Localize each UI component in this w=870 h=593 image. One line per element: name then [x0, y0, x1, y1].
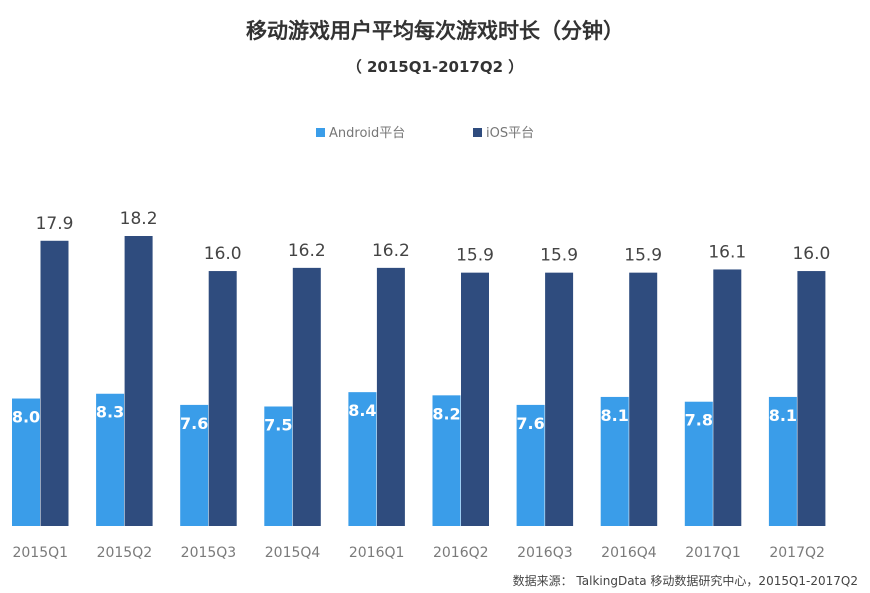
- value-label-android-2017Q1: 7.8: [685, 411, 713, 430]
- bar-android-2017Q1: [684, 401, 713, 526]
- legend-label-android: Android平台: [329, 126, 405, 141]
- bar-android-2015Q2: [96, 393, 125, 526]
- x-axis-ticks: 2015Q1 2015Q2 2015Q3 2015Q4 2016Q1 2016Q2 2016…: [12, 545, 824, 561]
- x-tick-2015Q2: 2015Q2: [97, 545, 153, 561]
- legend-swatch-android: [316, 128, 325, 137]
- bar-ios-2015Q2: [124, 236, 153, 526]
- x-tick-2015Q3: 2015Q3: [181, 545, 237, 561]
- bar-ios-2017Q1: [713, 269, 742, 526]
- value-label-ios-2016Q1: 16.2: [372, 241, 410, 261]
- value-label-android-2015Q1: 8.0: [12, 408, 40, 427]
- bar-ios-2016Q2: [461, 272, 489, 526]
- value-label-ios-2017Q1: 16.1: [708, 242, 746, 262]
- legend: Android平台 iOS平台: [316, 126, 534, 141]
- value-label-ios-2017Q2: 16.0: [792, 244, 830, 264]
- bar-android-2016Q3: [516, 404, 545, 526]
- value-label-ios-2016Q2: 15.9: [456, 246, 494, 266]
- bars-group: [12, 236, 826, 526]
- x-tick-2016Q1: 2016Q1: [349, 545, 405, 561]
- bar-ios-2016Q3: [545, 272, 574, 526]
- value-label-ios-2016Q4: 15.9: [624, 246, 662, 266]
- bar-ios-2016Q1: [376, 267, 405, 526]
- x-tick-2016Q2: 2016Q2: [433, 545, 489, 561]
- legend-label-ios: iOS平台: [486, 126, 534, 141]
- bar-ios-2015Q1: [40, 240, 69, 526]
- bar-android-2016Q2: [432, 395, 461, 526]
- value-label-android-2016Q4: 8.1: [601, 406, 629, 425]
- x-tick-2017Q2: 2017Q2: [769, 545, 825, 561]
- bar-ios-2016Q4: [629, 272, 658, 526]
- bar-android-2015Q1: [12, 398, 40, 526]
- value-label-android-2016Q1: 8.4: [348, 401, 376, 420]
- value-labels-group: 8.0 17.9 8.3 18.2 7.6 16.0 7.5 16.2 8.4 16.2 8.2 15…: [12, 209, 831, 434]
- bar-android-2015Q4: [264, 406, 293, 526]
- x-tick-2016Q4: 2016Q4: [601, 545, 657, 561]
- x-tick-2015Q4: 2015Q4: [265, 545, 321, 561]
- x-tick-2015Q1: 2015Q1: [12, 545, 68, 561]
- value-label-ios-2015Q1: 17.9: [36, 214, 74, 234]
- value-label-android-2017Q2: 8.1: [769, 406, 797, 425]
- source-note: 数据来源： TalkingData 移动数据研究中心，2015Q1-2017Q2: [513, 573, 858, 588]
- bar-ios-2017Q2: [797, 271, 826, 526]
- bar-android-2016Q1: [348, 392, 377, 526]
- value-label-android-2015Q4: 7.5: [264, 415, 292, 434]
- bar-android-2016Q4: [600, 396, 629, 526]
- x-tick-2017Q1: 2017Q1: [685, 545, 741, 561]
- value-label-ios-2015Q4: 16.2: [288, 241, 326, 261]
- x-tick-2016Q3: 2016Q3: [517, 545, 573, 561]
- value-label-ios-2015Q3: 16.0: [204, 244, 242, 264]
- chart-title: 移动游戏用户平均每次游戏时长（分钟）: [246, 19, 624, 43]
- bar-ios-2015Q4: [292, 267, 321, 526]
- bar-android-2017Q2: [768, 396, 797, 526]
- legend-swatch-ios: [473, 128, 482, 137]
- value-label-android-2015Q2: 8.3: [96, 403, 124, 422]
- bar-ios-2015Q3: [208, 271, 237, 526]
- value-label-android-2016Q2: 8.2: [432, 404, 460, 423]
- bar-android-2015Q3: [180, 404, 209, 526]
- value-label-ios-2015Q2: 18.2: [120, 209, 158, 229]
- value-label-android-2016Q3: 7.6: [516, 414, 544, 433]
- value-label-ios-2016Q3: 15.9: [540, 246, 578, 266]
- value-label-android-2015Q3: 7.6: [180, 414, 208, 433]
- chart-subtitle: （ 2015Q1-2017Q2 ）: [347, 58, 524, 76]
